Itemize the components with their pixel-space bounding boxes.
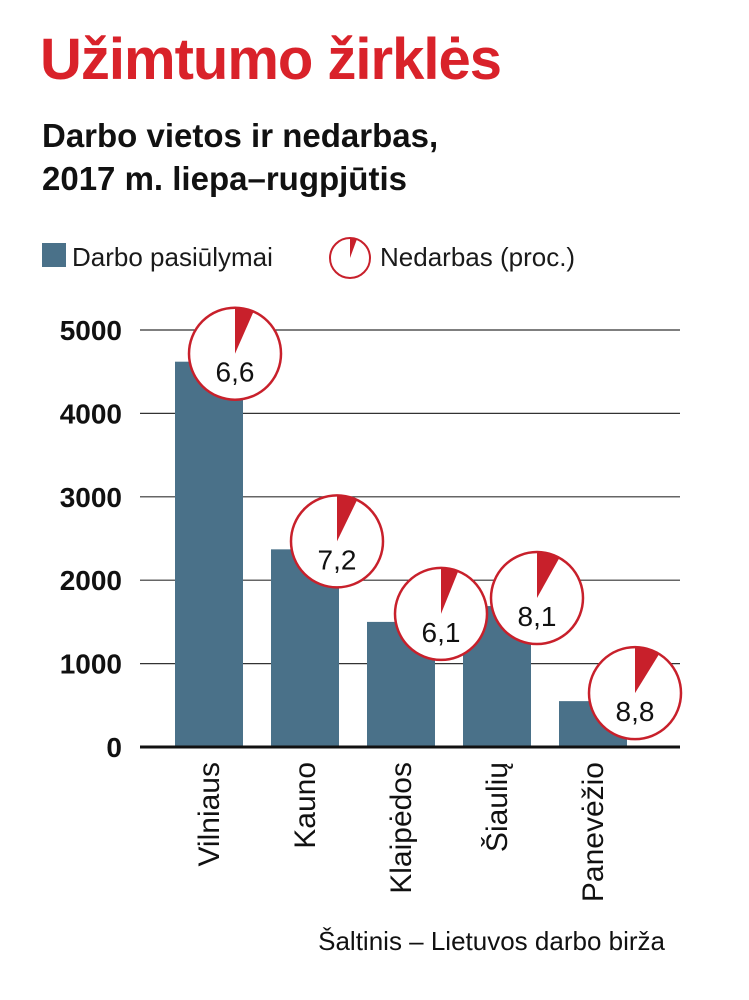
legend-pie-icon <box>329 237 371 279</box>
legend: Darbo pasiūlymai Nedarbas (proc.) <box>42 237 575 279</box>
pie-value-label: 8,1 <box>518 601 557 632</box>
y-tick-label: 1000 <box>60 649 122 680</box>
x-category-label: Panevėžio <box>577 762 610 902</box>
y-tick-label: 2000 <box>60 565 122 596</box>
pie-slice <box>235 307 254 354</box>
bar <box>175 361 243 747</box>
chart-title: Užimtumo žirklės <box>40 27 502 92</box>
pie-value-label: 6,1 <box>422 617 461 648</box>
source-note: Šaltinis – Lietuvos darbo birža <box>318 926 665 956</box>
subtitle-line-2: 2017 m. liepa–rugpjūtis <box>42 160 407 197</box>
unemployment-pie: 8,8 <box>587 645 683 741</box>
y-axis-ticks: 0 1000 2000 3000 4000 5000 <box>60 315 122 763</box>
bars <box>175 361 627 747</box>
y-tick-label: 5000 <box>60 315 122 346</box>
pie-value-label: 7,2 <box>318 544 357 575</box>
x-category-label: Vilniaus <box>193 762 226 867</box>
subtitle-line-1: Darbo vietos ir nedarbas, <box>42 117 439 154</box>
unemployment-pie: 8,1 <box>489 550 585 646</box>
unemployment-pie: 6,1 <box>393 566 489 662</box>
legend-pie-label: Nedarbas (proc.) <box>380 242 575 272</box>
y-tick-label: 3000 <box>60 482 122 513</box>
x-axis-categories: Vilniaus Kauno Klaipėdos Šiaulių Panevėžio <box>193 762 610 902</box>
pie-slice <box>537 552 560 599</box>
pie-slice <box>441 567 459 614</box>
legend-bar-swatch <box>42 243 66 267</box>
pie-slice <box>337 495 358 542</box>
pie-value-label: 6,6 <box>216 357 255 388</box>
unemployment-pies: 6,6 7,2 6,1 8,1 8,8 <box>187 306 683 741</box>
pie-value-label: 8,8 <box>616 696 655 727</box>
unemployment-pie: 7,2 <box>289 494 385 589</box>
unemployment-pie: 6,6 <box>187 306 283 401</box>
x-category-label: Kauno <box>289 762 322 849</box>
pie-slice <box>635 647 660 694</box>
x-category-label: Klaipėdos <box>385 762 418 894</box>
x-category-label: Šiaulių <box>480 762 514 852</box>
y-tick-label: 0 <box>106 732 122 763</box>
legend-bar-label: Darbo pasiūlymai <box>72 242 273 272</box>
chart-subtitle: Darbo vietos ir nedarbas, 2017 m. liepa–… <box>42 114 438 200</box>
y-tick-label: 4000 <box>60 398 122 429</box>
